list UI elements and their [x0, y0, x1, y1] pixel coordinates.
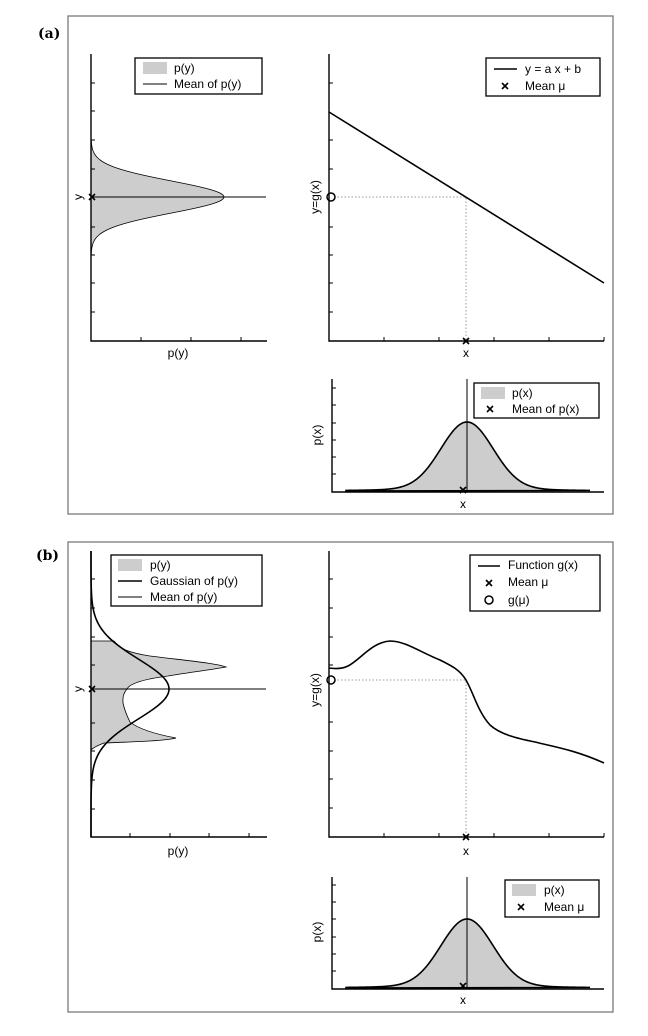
linear-function-line [328, 111, 605, 284]
function-g-curve [328, 640, 605, 764]
projection-lines [334, 196, 467, 341]
axes [328, 551, 604, 838]
px-distribution [345, 918, 591, 989]
fill-swatch [118, 559, 142, 571]
legend-item: Mean μ [508, 575, 548, 589]
x-axis-label: x [463, 346, 469, 360]
fill-swatch [481, 387, 505, 399]
g-mu-marker [326, 675, 336, 685]
y-axis-label: p(x) [310, 425, 324, 446]
fill-swatch [512, 884, 536, 896]
x-ticks [383, 337, 605, 341]
legend-item: p(y) [174, 61, 195, 75]
y-axis-label: y [71, 686, 85, 692]
legend: p(x) Mean of p(x) [473, 382, 600, 419]
legend: Function g(x) Mean μ g(μ) [469, 554, 601, 612]
y-ticks [332, 884, 336, 972]
y-ticks [329, 82, 333, 313]
projection-lines [334, 679, 467, 837]
legend: p(y) Gaussian of p(y) Mean of p(y) [110, 554, 263, 607]
y-axis-label: y [71, 194, 85, 200]
legend-item: Function g(x) [508, 558, 578, 572]
legend-item: p(y) [150, 558, 171, 572]
panel-b-g-plot: y=g(x) x Function g(x) Mean μ g(μ) [308, 551, 605, 858]
y-axis-label: y=g(x) [308, 673, 322, 707]
axes [90, 551, 267, 838]
legend-item: Mean of p(x) [512, 402, 579, 416]
x-ticks [129, 833, 250, 837]
py-distribution [90, 139, 225, 258]
axes [331, 379, 604, 493]
legend: p(x) Mean μ [504, 879, 600, 918]
legend-item: Mean of p(y) [174, 77, 241, 91]
panel-a: (a) y p(y) p(y) Mean of p(y) [38, 15, 614, 515]
x-axis-label: p(y) [168, 844, 189, 858]
y-axis-label: y=g(x) [308, 180, 322, 214]
circle-marker-swatch [484, 595, 494, 605]
y-ticks [91, 578, 95, 810]
legend-item: Gaussian of p(y) [150, 574, 238, 588]
legend-item: g(μ) [508, 593, 530, 607]
legend: y = a x + b Mean μ [485, 57, 601, 97]
legend-item: p(x) [512, 386, 533, 400]
y-ticks [332, 387, 336, 475]
panel-b-py-plot: y p(y) p(y) Gaussian of p(y) Mean of p(y… [71, 551, 267, 858]
py-distribution [90, 640, 228, 751]
panel-a-py-plot: y p(y) p(y) Mean of p(y) [71, 54, 267, 360]
legend-item: Mean μ [525, 79, 565, 93]
axes [90, 54, 267, 342]
y-ticks [329, 578, 333, 809]
y-axis-label: p(x) [310, 922, 324, 943]
x-axis-label: x [460, 993, 466, 1007]
legend-item: y = a x + b [525, 62, 581, 76]
panel-a-frame [67, 15, 614, 515]
panel-a-label: (a) [38, 26, 60, 42]
legend-item: Mean of p(y) [150, 590, 217, 604]
axes [328, 54, 604, 342]
legend-item: Mean μ [544, 900, 584, 914]
y-ticks [91, 82, 95, 313]
x-axis-label: p(y) [168, 346, 189, 360]
panel-b-frame [67, 541, 614, 1013]
fill-swatch [143, 62, 167, 74]
x-axis-label: x [463, 844, 469, 858]
panel-b-px-plot: p(x) x p(x) Mean μ [310, 877, 604, 1007]
x-axis-label: x [460, 497, 466, 511]
panel-a-g-plot: y=g(x) x y = a x + b Mean μ [308, 54, 605, 360]
panel-b-label: (b) [36, 548, 59, 564]
legend-item: p(x) [544, 883, 565, 897]
g-mu-marker [326, 192, 336, 202]
panel-b: (b) y p(y) p(y) Gau [36, 541, 614, 1013]
legend: p(y) Mean of p(y) [134, 57, 263, 95]
axes [331, 877, 604, 990]
x-ticks [140, 337, 242, 341]
px-distribution [345, 421, 591, 492]
x-ticks [383, 833, 605, 837]
panel-a-px-plot: p(x) x p(x) Mean of p(x) [310, 379, 604, 511]
